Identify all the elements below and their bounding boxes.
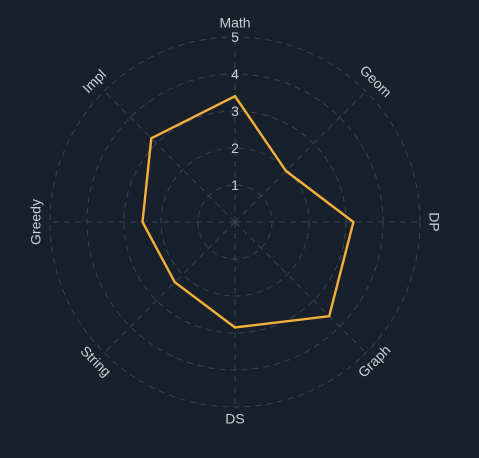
series-layer bbox=[141, 94, 355, 329]
tick-label-3: 3 bbox=[231, 103, 239, 119]
axis-label-greedy: Greedy bbox=[28, 199, 44, 245]
spoke-geom bbox=[234, 90, 367, 223]
grid-ring-5 bbox=[49, 36, 421, 408]
spoke-layer bbox=[50, 37, 420, 407]
tick-label-4: 4 bbox=[231, 66, 239, 82]
grid-ring-2 bbox=[160, 147, 310, 297]
tick-label-2: 2 bbox=[231, 140, 239, 156]
tick-label-1: 1 bbox=[231, 177, 239, 193]
spoke-graph bbox=[234, 221, 367, 354]
axis-label-impl: Impl bbox=[79, 66, 109, 96]
axis-label-dp: DP bbox=[426, 212, 442, 231]
spoke-string bbox=[103, 221, 236, 354]
axis-label-ds: DS bbox=[225, 411, 244, 427]
axis-label-math: Math bbox=[219, 15, 250, 31]
spoke-impl bbox=[103, 90, 236, 223]
tick-label-5: 5 bbox=[231, 29, 239, 45]
series-line-0 bbox=[141, 94, 355, 329]
tick-label-layer: 1 2 3 4 5 bbox=[231, 29, 239, 193]
